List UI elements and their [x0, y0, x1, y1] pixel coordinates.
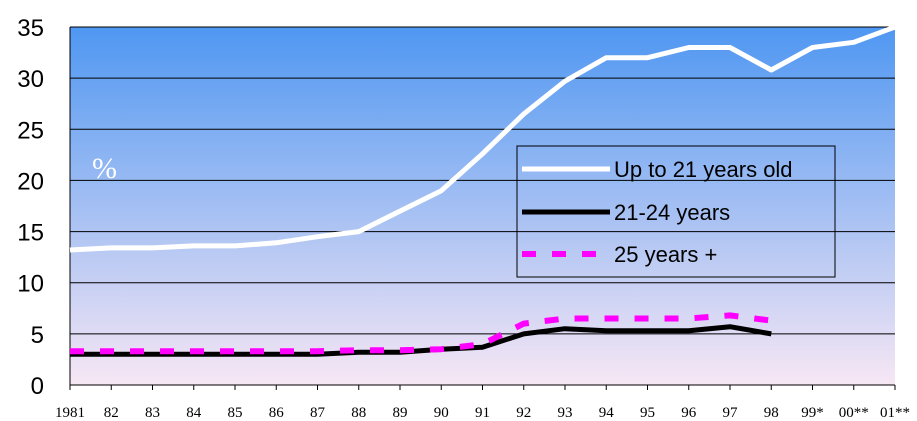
x-tick-label: 1981	[55, 405, 85, 421]
legend: Up to 21 years old 21-24 years 25 years +	[516, 145, 836, 278]
x-tick-label: 00**	[839, 405, 869, 421]
plot-area	[70, 27, 895, 385]
x-tick-label: 82	[104, 405, 119, 421]
x-tick-label: 94	[599, 405, 615, 421]
y-axis: 0 5 10 15 20 25 30 35	[17, 15, 71, 400]
x-tick-label: 86	[269, 405, 285, 421]
legend-label: 21-24 years	[614, 200, 730, 225]
x-tick-label: 83	[145, 405, 160, 421]
x-tick-label: 84	[186, 405, 202, 421]
x-tick-label: 92	[516, 405, 531, 421]
y-tick-label: 25	[17, 117, 44, 144]
y-tick-label: 5	[31, 322, 44, 349]
x-tick-label: 97	[723, 405, 739, 421]
x-tick-label: 95	[640, 405, 655, 421]
x-tick-label: 93	[558, 405, 573, 421]
x-axis: 1981 82 83 84 85 86 87 88 89 90 91 92 93 94 95 96 97 98 99…	[55, 385, 910, 421]
series-line	[70, 324, 772, 357]
x-tick-label: 88	[351, 405, 366, 421]
x-tick-label: 96	[681, 405, 697, 421]
series-line	[69, 24, 896, 253]
x-tick-label: 99*	[801, 405, 824, 421]
x-tick-label: 90	[434, 405, 449, 421]
y-tick-label: 0	[31, 373, 44, 400]
x-tick-label: 89	[393, 405, 408, 421]
x-tick-label: 87	[310, 405, 326, 421]
legend-label: Up to 21 years old	[614, 157, 793, 182]
y-tick-label: 15	[17, 220, 44, 247]
legend-label: 25 years +	[614, 242, 717, 267]
gridlines	[70, 26, 895, 386]
x-tick-label: 01**	[880, 405, 910, 421]
x-tick-label: 85	[228, 405, 243, 421]
x-tick-label: 91	[475, 405, 490, 421]
y-tick-label: 35	[17, 15, 44, 42]
y-tick-label: 20	[17, 168, 44, 195]
series-lines	[69, 24, 896, 357]
y-tick-label: 30	[17, 66, 44, 93]
x-tick-label: 98	[764, 405, 779, 421]
legend-box	[516, 145, 836, 278]
y-unit-label: %	[92, 152, 117, 185]
y-tick-label: 10	[17, 271, 44, 298]
